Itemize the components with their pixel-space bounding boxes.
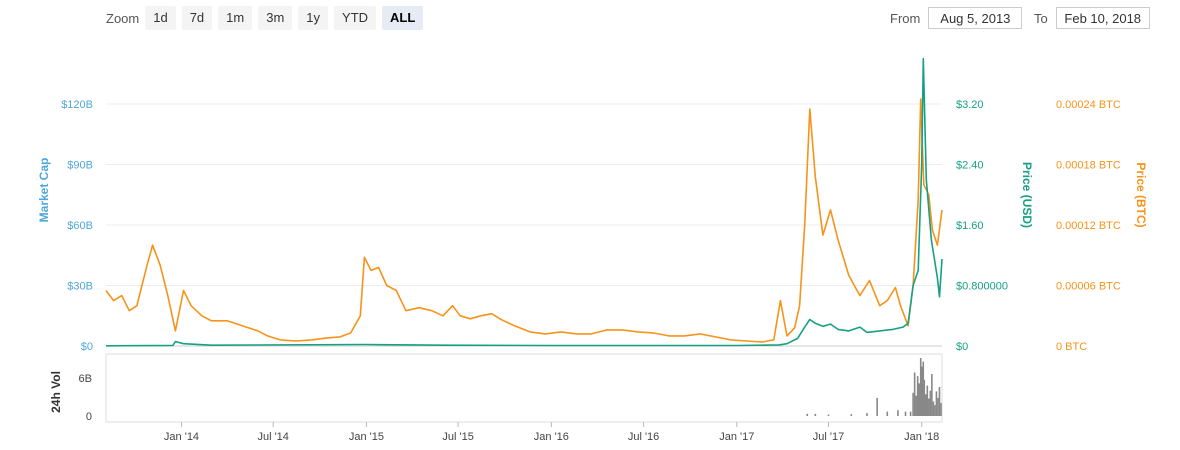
zoom-button-1y[interactable]: 1y [298,6,329,30]
volume-bar [909,411,912,416]
market-cap-tick-label: $90B [67,160,93,172]
market-cap-tick-label: $0 [81,341,93,353]
market-cap-tick-label: $120B [61,99,93,111]
volume-bar [931,373,933,416]
price-btc-tick-label: 0 BTC [1056,341,1087,353]
price-btc-tick-label: 0.00018 BTC [1056,160,1121,172]
volume-bar [806,413,809,416]
price-btc-axis-title: Price (BTC) [1134,162,1148,227]
volume-bar [850,414,853,416]
volume-bar [915,395,917,416]
volume-axis-title: 24h Vol [49,371,63,413]
x-tick-label: Jul '17 [813,431,844,443]
volume-bar [916,376,919,416]
volume-bar [926,385,929,416]
x-tick-label: Jul '16 [628,431,659,443]
zoom-button-3m[interactable]: 3m [258,6,293,30]
x-tick-label: Jul '14 [257,431,288,443]
price-usd-line [105,57,943,347]
to-date-input[interactable] [1055,7,1150,29]
x-tick-label: Jan '14 [164,431,199,443]
volume-bar [922,361,925,416]
volume-panel-frame [105,353,943,423]
zoom-button-ytd[interactable]: YTD [334,6,377,30]
x-tick-label: Jan '17 [719,431,754,443]
price-btc-tick-label: 0.00024 BTC [1056,99,1121,111]
range-to-group: To [1034,6,1150,30]
price-usd-tick-label: $2.40 [956,160,984,172]
price-btc-tick-label: 0.00006 BTC [1056,281,1121,293]
volume-bar [932,401,935,416]
price-usd-tick-label: $3.20 [956,99,984,111]
volume-bar [919,358,922,416]
volume-bar [923,379,926,416]
from-label: From [890,10,921,26]
to-label: To [1034,10,1048,26]
volume-bar [935,391,938,416]
volume-bar [876,397,878,416]
volume-tick-label: 0 [86,411,92,423]
volume-bar [913,372,916,416]
zoom-button-7d[interactable]: 7d [181,6,213,30]
price-usd-axis-title: Price (USD) [1020,162,1034,228]
zoom-button-1d[interactable]: 1d [145,6,176,30]
price-btc-line [105,98,943,343]
price-usd-tick-label: $1.60 [956,220,984,232]
zoom-bar: Zoom 1d 7d 1m 3m 1y YTD ALL [106,6,429,30]
volume-bar [921,366,924,416]
x-tick-label: Jan '16 [534,431,569,443]
range-from-group: From [890,6,1023,30]
volume-bar [938,387,941,416]
volume-bar [928,398,930,416]
price-usd-tick-label: $0.800000 [956,281,1008,293]
volume-bar [827,414,830,416]
volume-bar [814,413,817,416]
x-tick-label: Jul '15 [442,431,473,443]
volume-bar [929,390,932,416]
market-cap-axis-title: Market Cap [37,158,51,223]
volume-bar [918,383,920,416]
market-cap-tick-label: $60B [67,220,93,232]
from-date-input[interactable] [928,7,1023,29]
volume-bar [940,402,942,416]
zoom-button-all[interactable]: ALL [382,6,424,30]
price-btc-tick-label: 0.00012 BTC [1056,220,1121,232]
x-tick-label: Jan '15 [349,431,384,443]
volume-bar [904,411,907,416]
volume-bar [934,405,936,416]
volume-bar [866,413,868,416]
x-tick-label: Jan '18 [904,431,939,443]
volume-bar [912,392,914,416]
volume-bar [937,397,939,416]
market-cap-tick-label: $30B [67,281,93,293]
volume-bar [924,394,927,416]
volume-bar [886,411,889,416]
zoom-button-1m[interactable]: 1m [218,6,253,30]
volume-tick-label: 6B [79,373,92,385]
zoom-label: Zoom [106,10,140,26]
volume-bar [897,410,899,416]
price-usd-tick-label: $0 [956,341,968,353]
